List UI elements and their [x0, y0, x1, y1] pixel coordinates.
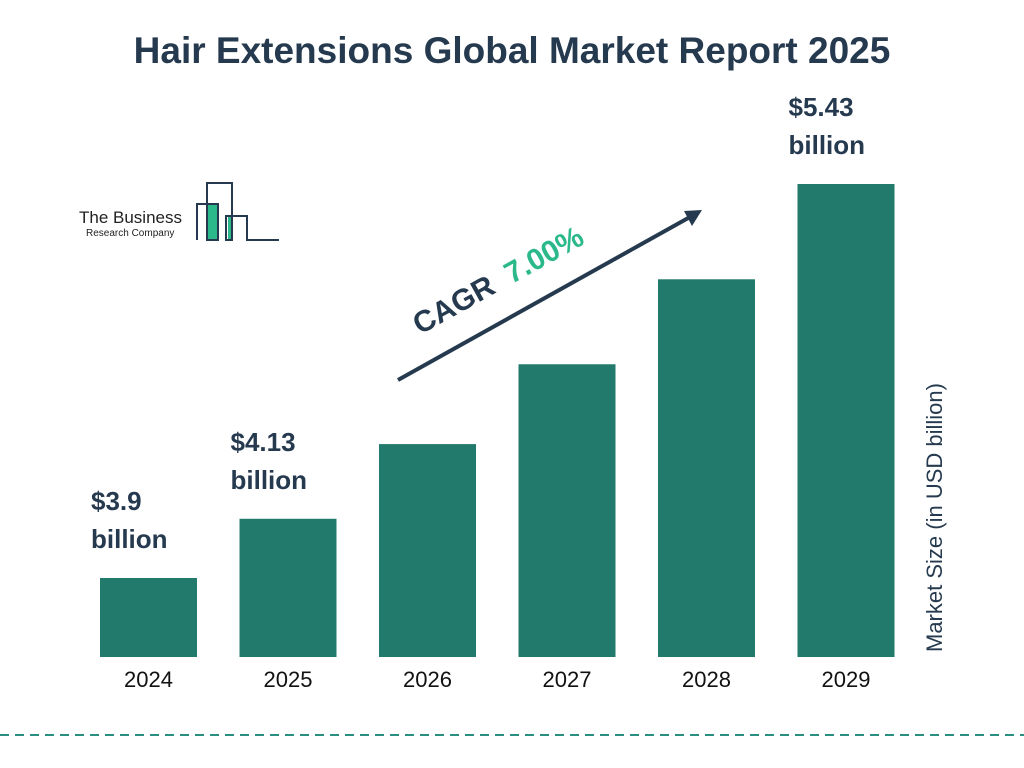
y-axis-label: Market Size (in USD billion)	[922, 383, 947, 652]
cagr-arrow	[397, 210, 702, 382]
data-label-value: $3.9	[91, 486, 142, 516]
x-tick-label: 2025	[264, 667, 313, 692]
bar-2028	[658, 279, 755, 657]
bar-2029	[797, 184, 895, 657]
bar-2024	[100, 578, 197, 657]
data-label-value: $5.43	[789, 92, 854, 122]
x-tick-label: 2027	[543, 667, 592, 692]
data-label-unit: billion	[91, 524, 168, 554]
x-tick-label: 2024	[124, 667, 173, 692]
x-tick-label: 2028	[682, 667, 731, 692]
bar-2025	[239, 518, 337, 657]
x-tick-label: 2026	[403, 667, 452, 692]
bar-2026	[379, 444, 476, 657]
logo-line2: Research Company	[86, 228, 174, 239]
data-label-unit: billion	[231, 465, 308, 495]
data-label-value: $4.13	[231, 427, 296, 457]
bar-2027	[518, 364, 616, 657]
logo: The Business Research Company	[79, 182, 279, 241]
x-tick-label: 2029	[822, 667, 871, 692]
chart-title: Hair Extensions Global Market Report 202…	[133, 30, 891, 71]
logo-line1: The Business	[79, 208, 182, 227]
data-label-unit: billion	[789, 130, 866, 160]
